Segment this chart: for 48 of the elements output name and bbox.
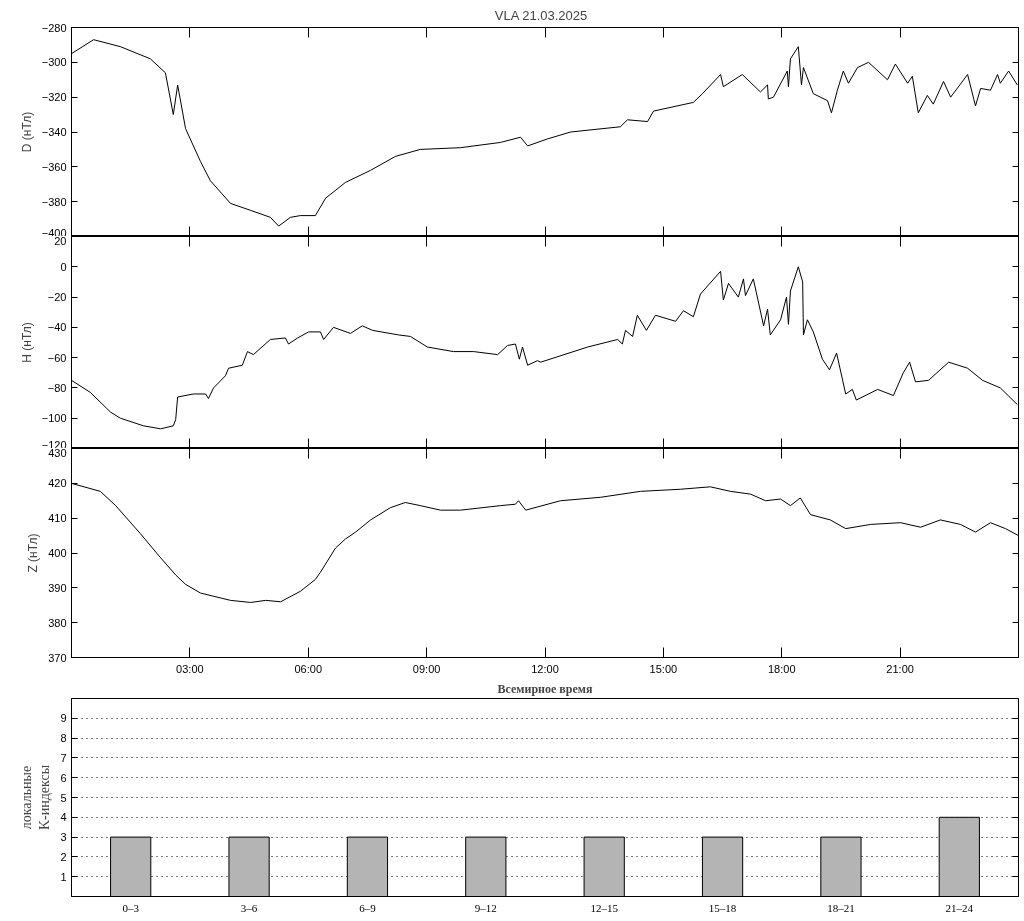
x-tick-label: 15:00	[649, 662, 678, 675]
x-tick-label: 0–3	[122, 901, 140, 914]
x-axis-title: Всемирное время	[497, 681, 593, 696]
x-tick-label: 6–9	[359, 901, 377, 914]
y-tick-label: −60	[47, 351, 67, 364]
x-tick-label: 21:00	[886, 662, 914, 675]
y-tick-label: 420	[48, 477, 67, 490]
y-tick-label: −100	[41, 412, 67, 425]
x-tick-label: 12–15	[590, 901, 619, 914]
y-tick-label: −80	[47, 381, 67, 394]
y-tick-label: 400	[48, 547, 67, 559]
y-tick-label: −340	[41, 126, 67, 138]
x-tick-label: 09:00	[412, 662, 441, 675]
y-tick-label: 6	[60, 771, 67, 784]
y-axis-title: H (нТл)	[19, 322, 34, 363]
y-tick-label: −320	[41, 91, 67, 104]
y-tick-label: 370	[48, 651, 67, 664]
x-tick-label: 03:00	[176, 662, 204, 675]
x-tick-label: 18–21	[827, 901, 855, 914]
y-tick-label: 2	[60, 850, 67, 863]
x-tick-label: 18:00	[767, 662, 796, 675]
y-axis-title: локальные K-индексы	[19, 764, 53, 831]
y-tick-label: −40	[47, 321, 67, 334]
y-tick-label: −360	[41, 160, 67, 173]
x-tick-label: 06:00	[294, 662, 323, 675]
y-tick-label: 4	[60, 811, 67, 824]
y-tick-label: 8	[60, 732, 67, 745]
y-tick-label: 0	[60, 260, 67, 273]
y-tick-label: 7	[60, 751, 67, 764]
y-tick-label: 5	[60, 791, 67, 804]
y-axis-title: Z (нТл)	[26, 533, 41, 573]
y-tick-label: 1	[60, 870, 67, 883]
y-tick-label: 380	[48, 616, 67, 629]
x-tick-label: 15–18	[708, 901, 737, 914]
x-tick-label: 21–24	[945, 901, 974, 914]
x-tick-label: 12:00	[531, 662, 559, 675]
y-axis-title: D (нТл)	[19, 111, 34, 153]
y-tick-label: −300	[41, 56, 67, 69]
x-tick-label: 3–6	[240, 901, 258, 914]
chart-title: VLA 21.03.2025	[494, 7, 588, 23]
y-tick-label: 3	[60, 831, 67, 844]
y-tick-label: −20	[47, 291, 67, 304]
x-tick-label: 9–12	[474, 901, 497, 914]
y-tick-label: −280	[41, 21, 67, 34]
y-tick-label: 390	[48, 581, 67, 594]
y-tick-label: −380	[41, 195, 67, 208]
y-tick-label: 9	[60, 712, 67, 725]
y-tick-label: 410	[48, 512, 67, 525]
